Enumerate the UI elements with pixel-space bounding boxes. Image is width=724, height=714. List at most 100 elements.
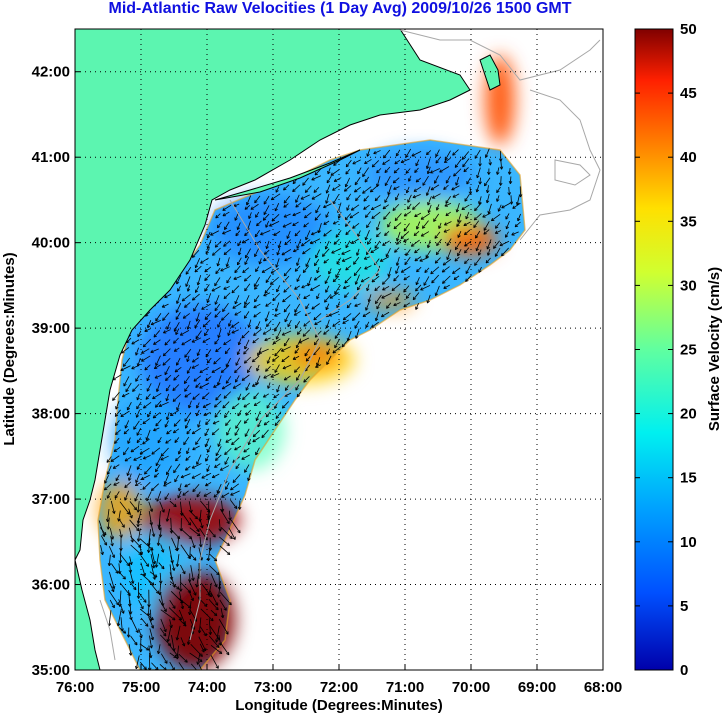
velocity-arrow — [352, 159, 361, 165]
velocity-arrow — [276, 384, 280, 393]
velocity-arrow — [106, 456, 112, 463]
velocity-arrow — [324, 240, 330, 250]
velocity-arrow — [211, 367, 221, 373]
velocity-arrow — [144, 466, 152, 475]
velocity-arrow — [294, 303, 301, 313]
velocity-arrow — [181, 294, 191, 302]
velocity-arrow — [254, 284, 260, 290]
velocity-arrow — [501, 247, 509, 257]
velocity-arrow — [164, 293, 172, 299]
velocity-arrow — [195, 409, 200, 417]
velocity-arrow — [170, 555, 176, 571]
velocity-arrow — [475, 230, 481, 239]
velocity-arrow — [376, 301, 381, 310]
colorbar-label: Surface Velocity (cm/s) — [706, 267, 723, 431]
velocity-arrow — [241, 454, 250, 460]
velocity-arrow — [311, 303, 320, 310]
velocity-arrow — [283, 304, 291, 313]
velocity-arrow — [311, 193, 322, 200]
velocity-arrow — [505, 231, 509, 238]
velocity-blob — [365, 150, 475, 200]
velocity-arrow — [136, 401, 142, 410]
velocity-arrow — [302, 248, 311, 255]
colorbar-tick-label: 35 — [680, 213, 697, 230]
velocity-arrow — [343, 185, 352, 192]
velocity-arrow — [265, 302, 272, 307]
velocity-arrow — [511, 231, 519, 236]
velocity-arrow — [152, 392, 162, 400]
velocity-arrow — [445, 175, 451, 184]
velocity-arrow — [274, 203, 280, 212]
velocity-arrow — [142, 438, 150, 445]
velocity-arrow — [247, 473, 251, 481]
velocity-arrow — [269, 220, 280, 227]
velocity-arrow — [391, 283, 401, 291]
velocity-arrow — [173, 419, 181, 427]
velocity-arrow — [225, 438, 232, 443]
velocity-arrow — [455, 176, 460, 186]
velocity-arrow — [353, 266, 362, 277]
velocity-arrow — [111, 563, 119, 574]
velocity-arrow — [191, 463, 202, 469]
velocity-arrow — [364, 230, 370, 241]
x-tick-label: 68:00 — [584, 679, 622, 696]
velocity-arrow — [228, 527, 236, 540]
velocity-arrow — [215, 346, 222, 353]
velocity-arrow — [146, 538, 151, 553]
velocity-arrow — [243, 402, 250, 408]
velocity-arrow — [148, 501, 154, 512]
velocity-arrow — [124, 420, 130, 429]
velocity-arrow — [343, 285, 350, 290]
velocity-arrow — [237, 338, 242, 346]
velocity-arrow — [295, 338, 302, 349]
velocity-arrow — [316, 293, 320, 300]
velocity-arrow — [162, 312, 170, 321]
velocity-arrow — [356, 284, 362, 291]
velocity-arrow — [466, 177, 471, 185]
velocity-arrow — [194, 257, 201, 269]
y-tick-label: 41:00 — [32, 149, 70, 166]
velocity-arrow — [176, 293, 181, 304]
velocity-arrow — [243, 356, 252, 364]
velocity-arrow — [405, 186, 410, 194]
velocity-arrow — [133, 456, 142, 461]
grid — [75, 29, 603, 670]
velocity-arrow — [160, 653, 168, 664]
velocity-arrow — [106, 517, 111, 530]
velocity-arrow — [465, 274, 472, 282]
velocity-arrow — [354, 274, 360, 285]
velocity-arrow — [263, 292, 271, 297]
velocity-arrow — [199, 517, 204, 529]
velocity-arrow — [134, 492, 139, 502]
velocity-arrow — [315, 249, 321, 259]
velocity-arrow — [251, 382, 260, 387]
velocity-arrow — [304, 185, 312, 193]
velocity-arrow — [313, 274, 322, 281]
velocity-arrow — [215, 454, 222, 461]
velocity-arrow — [245, 409, 252, 416]
velocity-arrow — [275, 329, 282, 340]
velocity-arrow — [293, 248, 300, 253]
velocity-arrow — [164, 339, 171, 346]
velocity-arrow — [444, 221, 452, 226]
velocity-arrow — [244, 256, 250, 265]
velocity-arrow — [139, 661, 147, 670]
bathymetry-contour — [319, 199, 381, 321]
velocity-arrow — [189, 652, 203, 662]
velocity-arrow — [136, 393, 140, 401]
velocity-arrow — [505, 220, 510, 230]
velocity-arrow — [400, 158, 410, 164]
velocity-arrow — [270, 373, 280, 378]
velocity-arrow — [415, 284, 422, 292]
y-tick-label: 42:00 — [32, 64, 70, 81]
velocity-arrow — [420, 231, 430, 237]
velocity-arrow — [196, 275, 202, 286]
velocity-arrow — [446, 249, 452, 260]
velocity-arrow — [395, 293, 401, 301]
velocity-arrow — [518, 186, 523, 198]
velocity-arrow — [376, 168, 382, 174]
velocity-arrow — [253, 401, 261, 407]
velocity-arrow — [294, 265, 301, 272]
velocity-arrow — [183, 436, 190, 446]
